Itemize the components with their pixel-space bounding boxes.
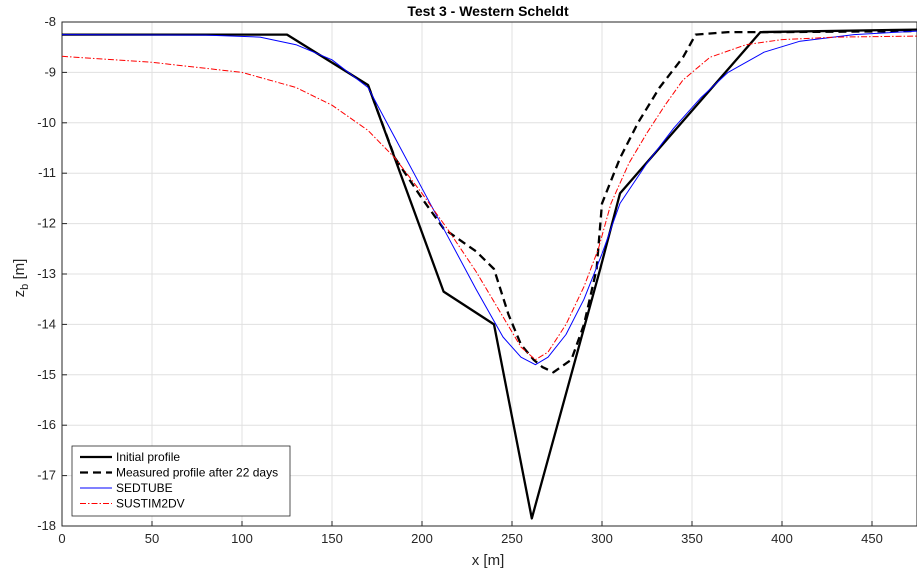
legend-entry-label: Initial profile <box>116 450 180 464</box>
x-tick-label: 0 <box>58 531 65 546</box>
y-axis-label: zb [m] <box>11 259 31 298</box>
legend-entry-label: Measured profile after 22 days <box>116 466 278 480</box>
x-tick-label: 450 <box>861 531 883 546</box>
x-tick-label: 100 <box>231 531 253 546</box>
y-axis-label-main: z <box>11 290 28 298</box>
legend-entry-label: SEDTUBE <box>116 481 173 495</box>
y-tick-label: -10 <box>37 115 56 130</box>
y-tick-label: -17 <box>37 468 56 483</box>
y-tick-label: -18 <box>37 518 56 533</box>
legend: Initial profile Measured profile after 22… <box>71 445 291 517</box>
chart-title: Test 3 - Western Scheldt <box>407 3 569 19</box>
series-line-2 <box>366 29 917 374</box>
y-tick-label: -9 <box>44 64 56 79</box>
x-tick-label: 50 <box>145 531 159 546</box>
series-layer <box>61 28 917 520</box>
y-axis-label-unit: [m] <box>11 259 28 284</box>
x-tick-label: 250 <box>501 531 523 546</box>
y-tick-label: -12 <box>37 216 56 231</box>
series-line-1 <box>62 28 917 520</box>
series-line-3 <box>61 30 917 366</box>
y-tick-label: -15 <box>37 367 56 382</box>
x-tick-label: 350 <box>681 531 703 546</box>
y-tick-label: -8 <box>44 14 56 29</box>
y-tick-label: -14 <box>37 316 56 331</box>
x-tick-label: 400 <box>771 531 793 546</box>
y-tick-label: -16 <box>37 417 56 432</box>
series-line-4 <box>61 35 917 361</box>
x-tick-label: 150 <box>321 531 343 546</box>
axis-ticks: 0 50 100 150 200 250 300 350 400 450 -18 -17 -16 -15 -… <box>37 14 883 546</box>
y-tick-label: -13 <box>37 266 56 281</box>
y-tick-label: -11 <box>38 165 56 180</box>
legend-entry-label: SUSTIM2DV <box>116 497 185 511</box>
x-axis-label: x [m] <box>472 552 505 569</box>
x-tick-label: 200 <box>411 531 433 546</box>
x-tick-label: 300 <box>591 531 613 546</box>
y-axis-label-sub: b <box>19 284 31 290</box>
